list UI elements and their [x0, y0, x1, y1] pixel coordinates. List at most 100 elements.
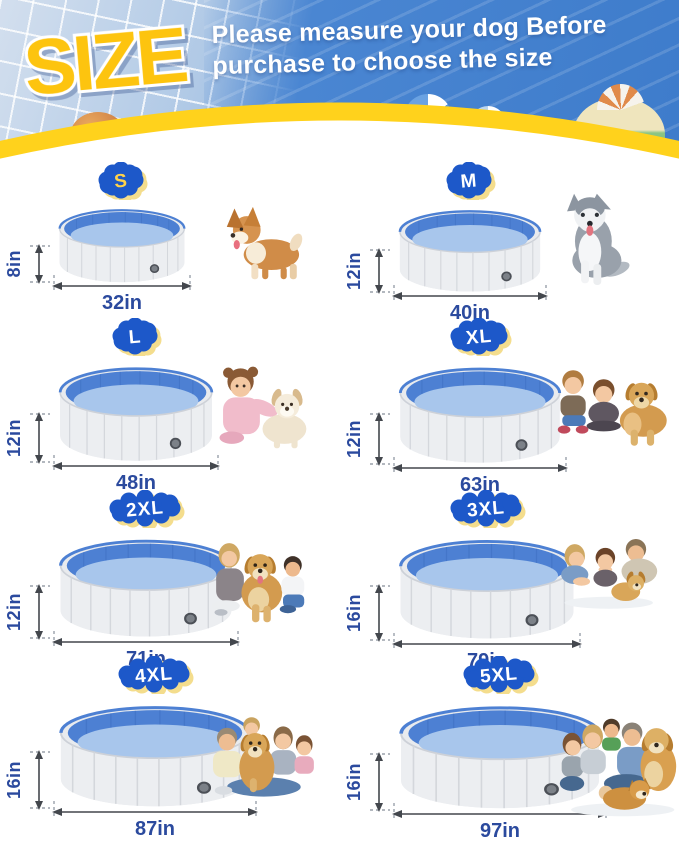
height-dimension-label: 12in [4, 418, 24, 458]
height-dimension-label: 12in [344, 251, 364, 291]
height-dimension-label: 8in [4, 250, 24, 278]
pool-image [58, 367, 214, 461]
pool-column: 5XL 97in [390, 656, 610, 843]
size-badge: M [442, 162, 498, 200]
size-badge: 2XL [105, 490, 187, 528]
size-badge: S [94, 162, 150, 200]
svg-text:L: L [128, 326, 142, 348]
svg-text:2XL: 2XL [125, 497, 165, 521]
height-arrow [370, 752, 390, 812]
photo-husky-dog [539, 178, 653, 292]
banner-curve [0, 102, 679, 160]
height-dimension-label: 12in [344, 419, 364, 459]
height-arrow [370, 248, 390, 294]
size-grid: 8in S 32 [0, 160, 679, 842]
height-arrow [30, 412, 50, 464]
pool-column: 4XL 87in [50, 656, 260, 841]
width-dimension: 32in [50, 275, 194, 315]
height-dimension-label: 16in [4, 760, 24, 800]
pool-image [398, 367, 562, 463]
width-dimension: 48in [50, 455, 222, 495]
size-option-4XL: 16in 4XL [0, 654, 340, 840]
width-arrow [52, 631, 240, 647]
pool-column: M 40in [390, 162, 550, 325]
height-dimension: 16in [4, 749, 50, 811]
height-dimension: 12in [4, 583, 50, 641]
height-dimension: 16in [344, 583, 390, 643]
pool-column: XL 63in [390, 318, 570, 497]
pool-image [398, 210, 542, 292]
pool-diagram: 16in 3XL [340, 488, 679, 673]
tagline: Please measure your dog Before purchase … [211, 10, 608, 82]
height-dimension-label: 12in [4, 592, 24, 632]
photo-family-with-two-dogs [557, 695, 679, 821]
size-option-2XL: 12in 2XL [0, 488, 340, 670]
width-dimension-label: 32in [101, 292, 143, 314]
pool-column: L 48in [50, 318, 222, 495]
photo-family-with-golden-puppy [549, 522, 677, 624]
width-arrow [392, 285, 548, 301]
pool-diagram: 8in S 32 [0, 160, 340, 315]
height-dimension-label: 16in [344, 762, 364, 802]
width-arrow [392, 633, 582, 649]
svg-text:5XL: 5XL [479, 663, 519, 687]
width-dimension-label: 63in [459, 474, 501, 496]
height-dimension: 12in [344, 247, 390, 295]
height-arrow [30, 584, 50, 640]
height-arrow [30, 750, 50, 810]
height-dimension: 12in [344, 411, 390, 467]
pool-column: 2XL 71in [50, 490, 242, 671]
pool-image [399, 540, 575, 639]
width-arrow [52, 275, 192, 291]
svg-text:M: M [460, 170, 479, 192]
photo-family-sitting-with-golden-retriever [206, 701, 320, 815]
svg-text:4XL: 4XL [134, 663, 174, 687]
width-arrow [392, 457, 568, 473]
photo-corgi-dog [216, 190, 316, 290]
pool-image [59, 539, 233, 637]
photo-woman-boy-with-golden-retriever [208, 512, 314, 632]
banner: SIZE Please measure your dog Before purc… [0, 0, 679, 160]
size-badge: XL [446, 318, 514, 356]
svg-text:XL: XL [465, 326, 493, 349]
svg-text:3XL: 3XL [466, 497, 506, 521]
size-title: SIZE [17, 7, 191, 115]
width-dimension-label: 97in [479, 820, 521, 842]
size-option-S: 8in S 32 [0, 160, 340, 316]
size-option-5XL: 16in 5XL [340, 654, 679, 842]
height-arrow [370, 584, 390, 642]
pool-diagram: 12in L 4 [0, 316, 340, 495]
pool-column: 3XL 79in [390, 490, 584, 673]
size-badge: 5XL [459, 656, 541, 694]
pool-diagram: 16in 5XL [340, 654, 679, 843]
height-dimension-label: 16in [344, 593, 364, 633]
size-badge: 4XL [114, 656, 196, 694]
pool-diagram: 12in M 4 [340, 160, 679, 325]
pool-diagram: 12in 2XL [0, 488, 340, 671]
photo-girl-with-white-puppy [202, 352, 316, 464]
size-option-L: 12in L 4 [0, 316, 340, 494]
size-option-3XL: 16in 3XL [340, 488, 679, 672]
height-dimension: 8in [4, 243, 50, 285]
height-arrow [30, 244, 50, 284]
pool-image [58, 209, 186, 283]
pool-diagram: 16in 4XL [0, 654, 340, 841]
width-dimension: 63in [390, 457, 570, 497]
size-option-M: 12in M 4 [340, 160, 679, 324]
pool-diagram: 12in XL [340, 316, 679, 497]
size-option-XL: 12in XL [340, 316, 679, 496]
svg-text:S: S [113, 170, 128, 192]
height-arrow [370, 412, 390, 466]
pool-image [399, 706, 601, 809]
size-badge: L [108, 318, 164, 356]
size-badge: 3XL [446, 490, 528, 528]
height-dimension: 16in [344, 751, 390, 813]
width-arrow [52, 455, 220, 471]
width-arrow [52, 801, 258, 817]
pool-column: S 32in [50, 162, 194, 315]
pool-image [59, 706, 251, 807]
photo-two-kids-with-golden-retriever [545, 354, 675, 462]
width-dimension-label: 48in [115, 472, 157, 494]
width-dimension-label: 87in [134, 818, 176, 840]
height-dimension: 12in [4, 411, 50, 465]
